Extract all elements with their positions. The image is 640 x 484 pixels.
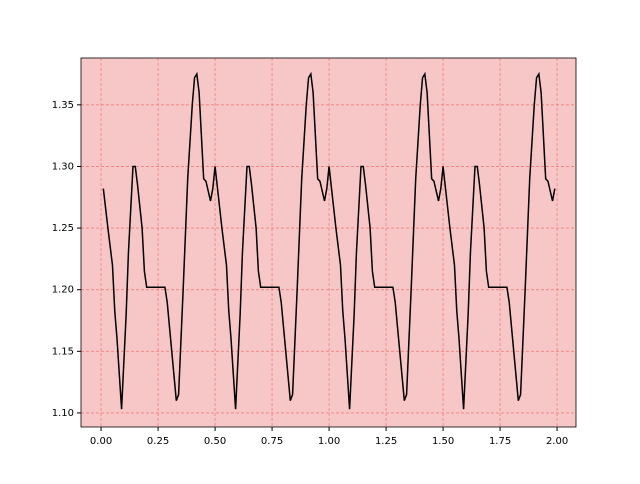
y-tick-label: 1.30 <box>52 161 74 172</box>
x-tick-label: 0.00 <box>90 436 112 447</box>
y-tick-label: 1.25 <box>52 223 74 234</box>
x-tick-label: 0.50 <box>204 436 226 447</box>
x-tick-label: 1.50 <box>432 436 454 447</box>
x-tick-label: 0.25 <box>147 436 169 447</box>
x-tick-label: 1.75 <box>489 436 511 447</box>
y-tick-label: 1.20 <box>52 285 74 296</box>
y-tick-label: 1.35 <box>52 100 74 111</box>
plot-background <box>81 58 576 427</box>
x-tick-label: 1.00 <box>318 436 340 447</box>
x-tick-label: 0.75 <box>261 436 283 447</box>
line <box>102 71 556 410</box>
y-tick-label: 1.15 <box>52 346 74 357</box>
x-tick-label: 2.00 <box>546 436 568 447</box>
axes-frame <box>80 57 577 428</box>
x-tick-label: 1.25 <box>375 436 397 447</box>
y-tick-label: 1.10 <box>52 408 74 419</box>
